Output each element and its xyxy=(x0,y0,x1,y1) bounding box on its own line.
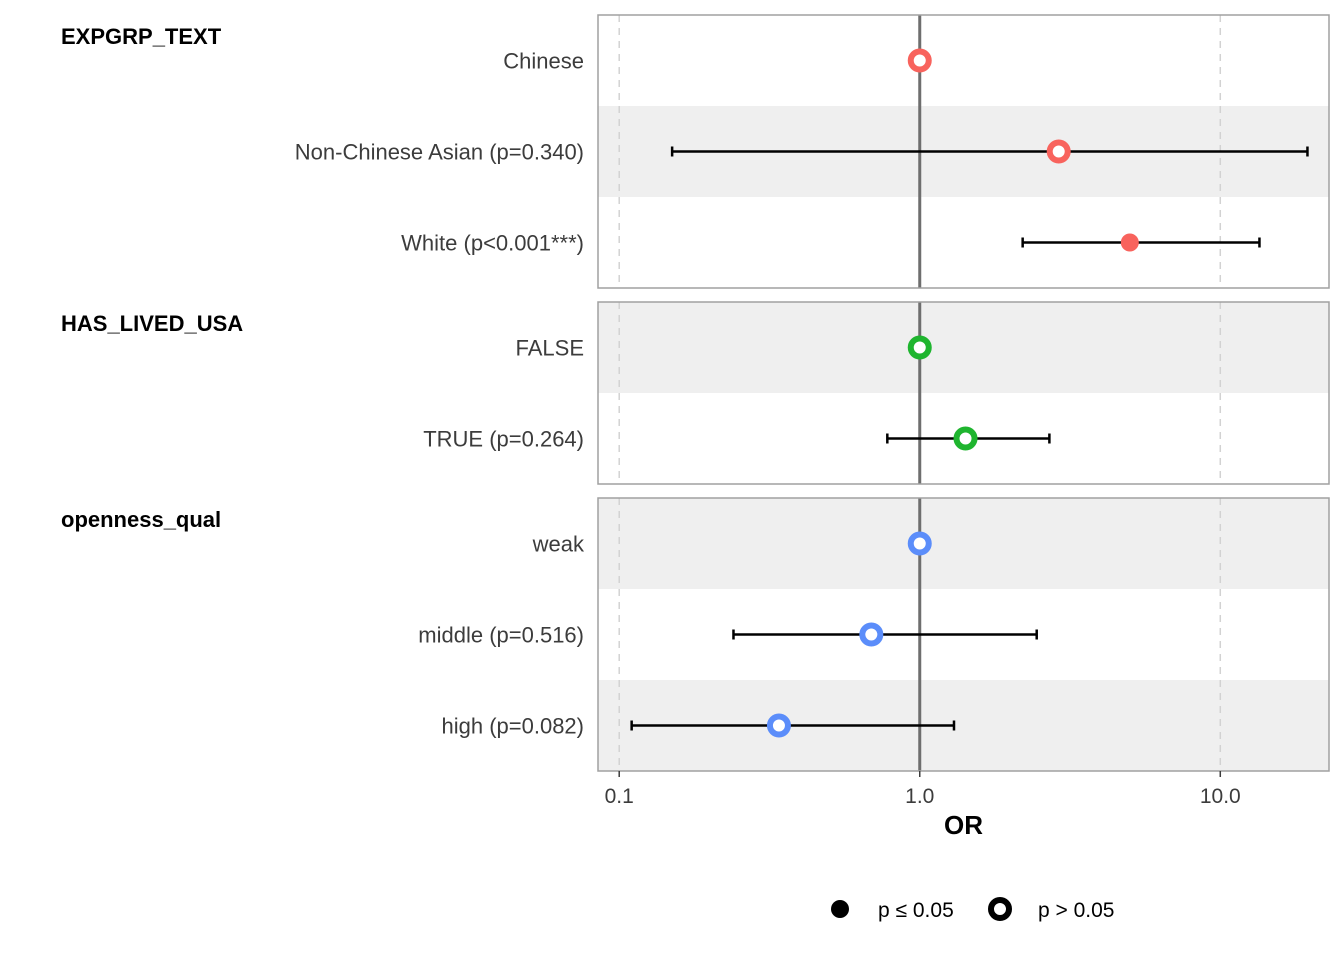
group-label: HAS_LIVED_USA xyxy=(61,311,243,336)
panel-border xyxy=(597,301,1330,485)
row-label: middle (p=0.516) xyxy=(418,623,584,648)
x-tick-label: 1.0 xyxy=(905,785,934,808)
panel-border xyxy=(597,497,1330,772)
row-label: high (p=0.082) xyxy=(442,714,585,739)
x-axis: 0.1 1.0 10.0 OR xyxy=(605,771,1241,840)
row-label: weak xyxy=(532,532,585,557)
point-estimate xyxy=(907,531,932,556)
point-estimate xyxy=(859,622,884,647)
panel-border xyxy=(597,14,1330,289)
row-background xyxy=(598,498,1329,589)
point-estimate xyxy=(766,713,791,738)
point-estimate xyxy=(907,335,932,360)
panels-layer: EXPGRP_TEXT Chinese Non-Chinese Asian (p=0… xyxy=(61,14,1330,772)
legend-label: p > 0.05 xyxy=(1038,899,1114,922)
group-label: openness_qual xyxy=(61,507,221,532)
group-label: EXPGRP_TEXT xyxy=(61,24,222,49)
point-estimate xyxy=(907,48,932,73)
legend-key-filled xyxy=(831,900,849,918)
row-background xyxy=(598,15,1329,106)
row-label: White (p<0.001***) xyxy=(401,231,584,256)
x-axis-title: OR xyxy=(944,810,983,840)
point-estimate xyxy=(1120,233,1139,252)
legend-key-open xyxy=(988,897,1012,921)
x-tick-label: 10.0 xyxy=(1200,785,1241,808)
row-background xyxy=(598,302,1329,393)
panel-1: HAS_LIVED_USA FALSE TRUE (p=0.264) xyxy=(61,301,1330,485)
legend: p ≤ 0.05 p > 0.05 xyxy=(831,897,1114,922)
x-tick-label: 0.1 xyxy=(605,785,634,808)
point-estimate xyxy=(1046,139,1071,164)
row-label: TRUE (p=0.264) xyxy=(423,427,584,452)
row-label: Chinese xyxy=(503,49,584,74)
row-label: FALSE xyxy=(516,336,584,361)
point-estimate xyxy=(953,426,978,451)
legend-label: p ≤ 0.05 xyxy=(878,899,954,922)
row-label: Non-Chinese Asian (p=0.340) xyxy=(295,140,584,165)
panel-0: EXPGRP_TEXT Chinese Non-Chinese Asian (p=0… xyxy=(61,14,1330,289)
